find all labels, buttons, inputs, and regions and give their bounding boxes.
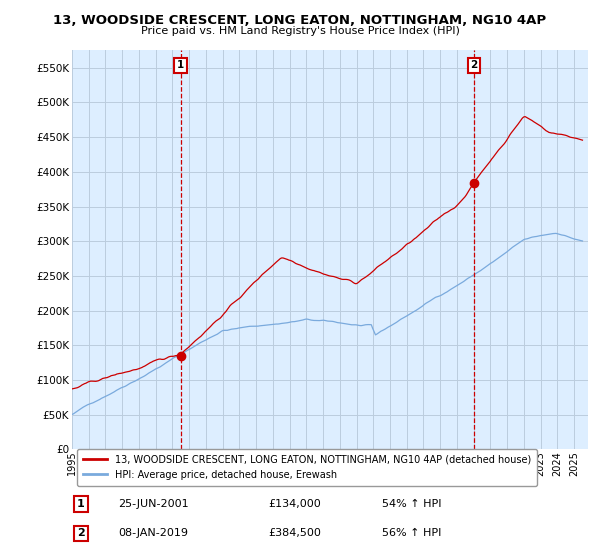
Text: £384,500: £384,500 (268, 529, 321, 538)
Legend: 13, WOODSIDE CRESCENT, LONG EATON, NOTTINGHAM, NG10 4AP (detached house), HPI: A: 13, WOODSIDE CRESCENT, LONG EATON, NOTTI… (77, 449, 537, 486)
Text: 2: 2 (77, 529, 85, 538)
Text: 56% ↑ HPI: 56% ↑ HPI (382, 529, 441, 538)
Text: 25-JUN-2001: 25-JUN-2001 (118, 499, 189, 509)
Text: 13, WOODSIDE CRESCENT, LONG EATON, NOTTINGHAM, NG10 4AP: 13, WOODSIDE CRESCENT, LONG EATON, NOTTI… (53, 14, 547, 27)
Text: 54% ↑ HPI: 54% ↑ HPI (382, 499, 441, 509)
Text: 1: 1 (177, 60, 184, 71)
Text: 1: 1 (77, 499, 85, 509)
Text: 08-JAN-2019: 08-JAN-2019 (118, 529, 188, 538)
Text: £134,000: £134,000 (268, 499, 321, 509)
Text: 2: 2 (470, 60, 478, 71)
Text: Price paid vs. HM Land Registry's House Price Index (HPI): Price paid vs. HM Land Registry's House … (140, 26, 460, 36)
